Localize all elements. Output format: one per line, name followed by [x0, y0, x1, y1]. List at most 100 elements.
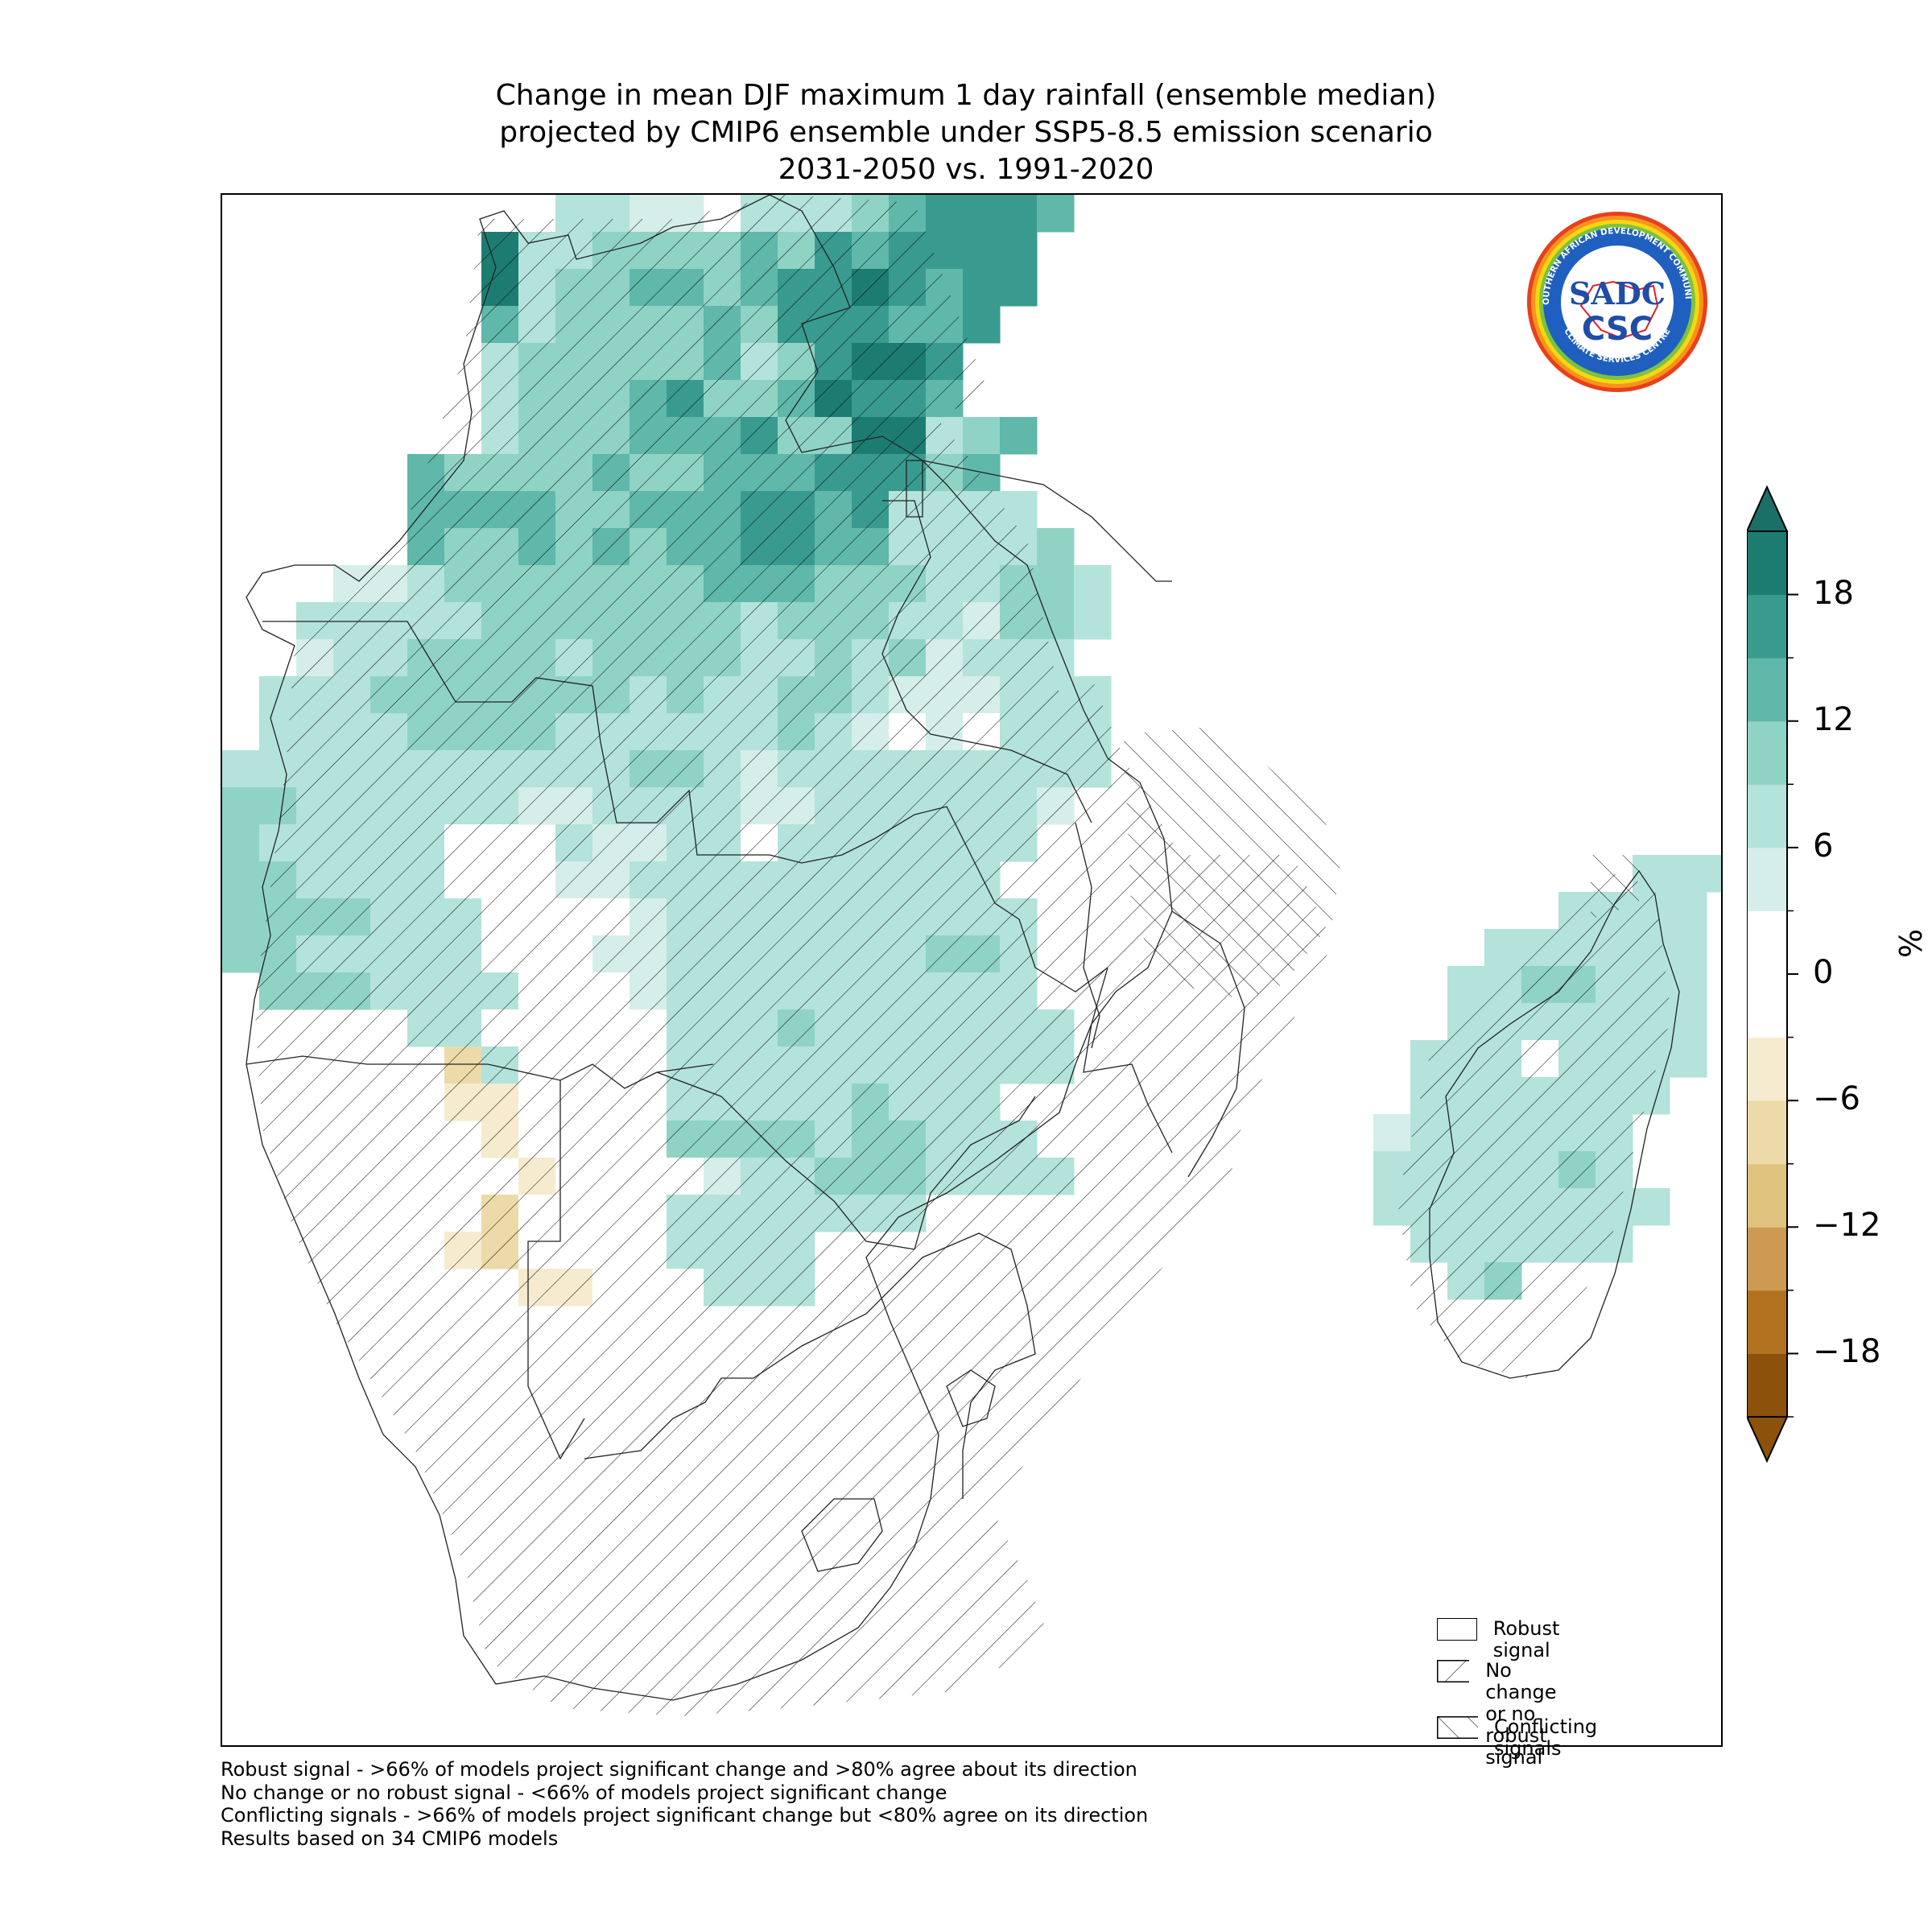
legend-label-robust: Robust signal — [1492, 1617, 1560, 1662]
colorbar-bin — [1747, 1353, 1787, 1418]
colorbar-tick-label: −12 — [1813, 1207, 1881, 1245]
footnotes: Robust signal - >66% of models project s… — [221, 1758, 1148, 1850]
mainland-coastline — [246, 195, 1173, 1701]
map-panel — [221, 193, 1723, 1747]
colorbar-bin — [1747, 1290, 1787, 1354]
logo-sadc-text: SADC — [1569, 275, 1666, 312]
colorbar-bin — [1747, 1163, 1787, 1228]
grid-cell — [963, 195, 1001, 233]
legend-swatch-back-hatch — [1437, 1716, 1478, 1739]
grid-cell-madagascar — [1670, 929, 1707, 967]
grid-cell — [1000, 269, 1038, 307]
border-namibia-botswana — [527, 1080, 585, 1460]
border-drc-angola — [262, 621, 770, 856]
grid-cell-madagascar — [1373, 1114, 1411, 1152]
border-zim-moz — [914, 1096, 1036, 1250]
colorbar-tick-label: −6 — [1813, 1080, 1860, 1118]
colorbar-bin — [1747, 720, 1787, 785]
grid-cell — [963, 306, 1001, 344]
footnote-robust: Robust signal - >66% of models project s… — [221, 1758, 1137, 1781]
signal-hatching — [254, 195, 1671, 1716]
border-tanzania-kenya — [922, 460, 1172, 582]
grid-cell-madagascar — [1670, 855, 1707, 893]
colorbar-tick-label: 0 — [1813, 954, 1834, 991]
grid-cell — [963, 417, 1001, 455]
grid-cell — [1037, 195, 1075, 233]
legend-label-no-change: No change or no robust signal — [1485, 1659, 1557, 1769]
grid-cell-madagascar — [1670, 892, 1707, 930]
conflicting-signals-hatch — [1124, 726, 1341, 1000]
grid-cell — [1000, 417, 1038, 455]
no-robust-signal-hatch — [254, 195, 1333, 1716]
border-zambia-malawi — [1083, 967, 1173, 1154]
colorbar-ticks — [1787, 593, 1798, 1418]
border-lake-malawi — [1075, 822, 1100, 1049]
border-botswana-za — [584, 1257, 923, 1459]
legend-item-robust: Robust signal — [1437, 1618, 1579, 1662]
legend-swatch-forward-hatch — [1437, 1660, 1470, 1682]
madagascar-hatch — [1397, 871, 1671, 1378]
grid-cell-madagascar — [1670, 1040, 1707, 1078]
colorbar-tick-label: 6 — [1813, 827, 1834, 865]
grid-cell-madagascar — [1670, 966, 1707, 1004]
grid-cell — [963, 269, 1001, 307]
grid-cell — [222, 898, 260, 936]
grid-cell-madagascar — [1707, 855, 1721, 893]
colorbar-tick-label: 12 — [1813, 700, 1854, 738]
colorbar-bin — [1747, 784, 1787, 848]
border-lake-victoria — [906, 460, 923, 518]
logo-csc-text: CSC — [1582, 311, 1653, 348]
colorbar-bin — [1747, 658, 1787, 722]
border-zambia-zimbabwe — [656, 1071, 915, 1250]
footnote-models: Results based on 34 CMIP6 models — [221, 1827, 559, 1850]
grid-cell — [1000, 195, 1038, 233]
grid-cell — [1037, 528, 1075, 566]
grid-cell — [222, 861, 260, 899]
legend-item-no-change: No change or no robust signal — [1437, 1660, 1583, 1769]
country-borders — [246, 195, 1680, 1701]
border-drc-zambia — [769, 806, 1108, 993]
colorbar-extend-high — [1747, 485, 1789, 532]
madagascar-coastline — [1429, 869, 1680, 1379]
map-canvas — [222, 195, 1721, 1716]
colorbar-tick-label: −18 — [1813, 1333, 1881, 1371]
colorbar-tick-label: 18 — [1813, 574, 1854, 612]
colorbar-bin — [1747, 1227, 1787, 1291]
colorbar-unit-label: % — [1893, 928, 1929, 958]
grid-cell-madagascar — [1633, 1188, 1670, 1226]
grid-cell-madagascar — [1484, 929, 1522, 967]
grid-cell — [222, 787, 260, 825]
footnote-no-change: No change or no robust signal - <66% of … — [221, 1781, 947, 1804]
grid-cell — [1074, 602, 1112, 640]
legend-swatch-plain — [1437, 1618, 1477, 1641]
sadc-csc-logo-graphic: SOUTHERN AFRICAN DEVELOPMENT COMMUNITY C… — [1521, 202, 1707, 392]
border-eswatini — [946, 1369, 996, 1427]
sadc-csc-logo: SOUTHERN AFRICAN DEVELOPMENT COMMUNITY C… — [1521, 202, 1710, 394]
colorbar-extend-low — [1747, 1416, 1789, 1463]
grid-cell — [222, 935, 260, 973]
colorbar-bin — [1747, 910, 1787, 1038]
grid-cell-madagascar — [1670, 1003, 1707, 1041]
border-lesotho — [801, 1498, 883, 1572]
colorbar-bins — [1747, 485, 1789, 1463]
title-line-2: projected by CMIP6 ensemble under SSP5-8… — [499, 116, 1433, 149]
legend-label-conflicting: Conflicting signals — [1494, 1715, 1598, 1760]
border-moz-za — [922, 1232, 1036, 1499]
legend-item-conflicting: Conflicting signals — [1437, 1716, 1616, 1760]
grid-cell — [963, 232, 1001, 270]
grid-cell — [926, 195, 964, 233]
colorbar-bin — [1747, 594, 1787, 658]
grid-cell — [222, 824, 260, 862]
colorbar-bin — [1747, 847, 1787, 911]
title-line-1: Change in mean DJF maximum 1 day rainfal… — [495, 79, 1437, 112]
grid-cell — [1037, 565, 1075, 603]
grid-cell — [1074, 565, 1112, 603]
grid-cell-madagascar — [1447, 966, 1485, 1004]
colorbar-bin — [1747, 1100, 1787, 1165]
colorbar-bin — [1747, 531, 1787, 596]
grid-cell — [1000, 232, 1038, 270]
border-drc-tanzania — [881, 500, 1092, 824]
footnote-conflicting: Conflicting signals - >66% of models pro… — [221, 1804, 1149, 1827]
colorbar — [1747, 485, 1798, 1463]
chart-title: Change in mean DJF maximum 1 day rainfal… — [0, 77, 1932, 188]
